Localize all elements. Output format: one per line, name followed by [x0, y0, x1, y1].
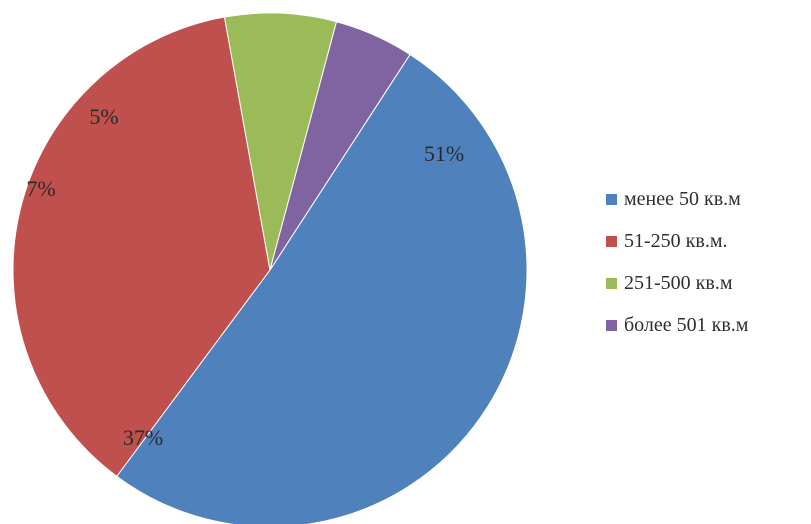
pie-slice-3 [223, 12, 338, 271]
legend-label-3: 251-500 кв.м [624, 271, 733, 294]
pie-label-2: 37% [123, 425, 163, 450]
legend-label-4: более 501 кв.м [624, 313, 749, 336]
pie-label-1: 51% [424, 141, 464, 166]
legend-item-1: менее 50 кв.м [606, 178, 811, 220]
legend-swatch-1 [606, 193, 617, 205]
legend-swatch-4 [606, 319, 617, 331]
legend-item-3: 251-500 кв.м [606, 262, 811, 304]
legend-item-4: более 501 кв.м [606, 304, 811, 346]
legend-label-2: 51-250 кв.м. [624, 229, 728, 252]
pie-label-3: 7% [26, 176, 55, 201]
legend-label-1: менее 50 кв.м [624, 187, 741, 210]
legend-swatch-3 [606, 277, 617, 289]
legend-item-2: 51-250 кв.м. [606, 220, 811, 262]
legend: менее 50 кв.м 51-250 кв.м. 251-500 кв.м … [606, 178, 811, 346]
legend-swatch-2 [606, 235, 617, 247]
pie-label-4: 5% [89, 104, 118, 129]
pie-slice-1 [116, 53, 528, 524]
pie-slice-2 [12, 16, 271, 478]
pie-data-labels: 51% 37% 7% 5% [26, 104, 464, 450]
pie-slices [12, 12, 528, 524]
pie-slice-4 [269, 21, 411, 271]
